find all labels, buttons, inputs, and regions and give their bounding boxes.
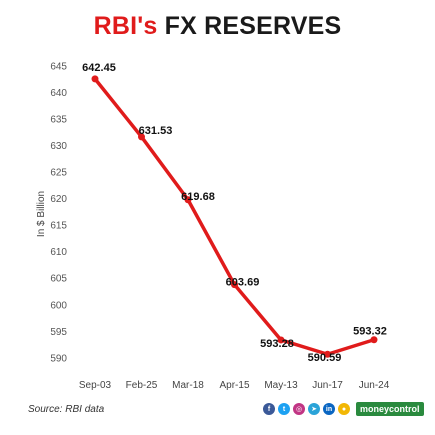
data-point: [231, 281, 238, 289]
data-point: [324, 350, 331, 358]
x-tick-label: Jun-24: [359, 380, 390, 391]
y-tick-label: 635: [50, 114, 67, 125]
y-tick-label: 590: [50, 353, 67, 364]
footer-brand: f t ◎ ➤ in ● moneycontrol: [263, 401, 424, 417]
data-point: [91, 75, 99, 83]
chart-title-part1: RBI's: [93, 12, 158, 40]
data-label: 642.45: [82, 62, 116, 74]
chart-title-part2: FX RESERVES: [164, 12, 342, 40]
data-label: 619.68: [181, 191, 215, 203]
y-tick-label: 640: [50, 88, 67, 99]
y-tick-label: 645: [50, 61, 67, 72]
y-tick-label: 595: [50, 327, 67, 338]
series-line: [93, 77, 376, 356]
data-label: 590.59: [308, 352, 342, 364]
data-point: [370, 336, 378, 344]
y-tick-label: 630: [50, 141, 67, 152]
data-point: [138, 133, 145, 141]
data-label: 603.69: [226, 277, 260, 289]
koo-icon[interactable]: ●: [338, 403, 350, 415]
x-tick-label: Jun-17: [312, 380, 343, 391]
y-tick-label: 615: [50, 221, 67, 232]
linkedin-icon[interactable]: in: [323, 403, 335, 415]
x-tick-label: May-13: [264, 380, 298, 391]
x-tick-label: Apr-15: [219, 380, 249, 391]
x-tick-label: Feb-25: [126, 380, 158, 391]
moneycontrol-logo[interactable]: moneycontrol: [356, 402, 424, 416]
x-tick-label: Sep-03: [79, 380, 112, 391]
telegram-icon[interactable]: ➤: [308, 403, 320, 415]
data-label: 593.28: [260, 338, 294, 350]
data-point: [184, 196, 192, 204]
twitter-icon[interactable]: t: [278, 403, 290, 415]
data-label: 593.32: [353, 326, 387, 338]
x-tick-label: Mar-18: [172, 380, 204, 391]
y-tick-label: 620: [50, 194, 67, 205]
source-note: Source: RBI data: [28, 404, 105, 415]
y-axis-label: In $ Billion: [36, 191, 47, 237]
facebook-icon[interactable]: f: [263, 403, 275, 415]
y-tick-label: 600: [50, 300, 67, 311]
chart-title: RBI's FX RESERVES: [0, 12, 435, 41]
y-tick-label: 610: [50, 247, 67, 258]
data-label: 631.53: [139, 125, 173, 137]
y-tick-label: 605: [50, 274, 67, 285]
data-point: [277, 336, 285, 344]
instagram-icon[interactable]: ◎: [293, 403, 305, 415]
y-tick-label: 625: [50, 168, 67, 179]
